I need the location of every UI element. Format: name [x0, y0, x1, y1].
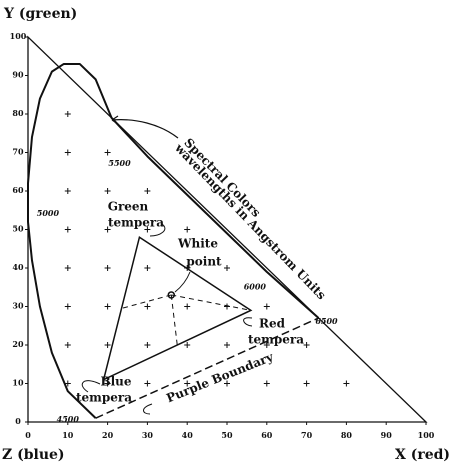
tempera-label: tempera — [108, 216, 164, 230]
grid-plus — [263, 303, 270, 310]
y-tick-label: 60 — [12, 185, 24, 195]
grid-plus — [104, 149, 111, 156]
y-tick-label: 50 — [12, 224, 24, 234]
y-axis-label: Y (green) — [3, 6, 77, 22]
y-tick-label: 70 — [12, 147, 24, 157]
grid-plus — [343, 380, 350, 387]
grid-plus — [104, 265, 111, 271]
wavelength-label: 5500 — [108, 158, 131, 168]
grid-plus — [144, 226, 151, 233]
grid-plus — [64, 149, 71, 156]
tempera-label: Red — [259, 317, 286, 331]
grid-plus — [64, 342, 71, 348]
x-tick-label: 40 — [182, 430, 194, 440]
pointer-arrow — [143, 403, 153, 415]
grid-plus — [184, 342, 191, 348]
grid-plus — [224, 342, 230, 348]
grid-plus — [64, 111, 71, 117]
x-tick-label: 30 — [142, 430, 154, 440]
grid-plus — [64, 303, 71, 310]
y-tick-label: 40 — [12, 262, 24, 272]
x-tick-label: 0 — [25, 430, 31, 440]
grid-plus — [144, 380, 151, 387]
spectral-locus — [27, 62, 320, 419]
grid-plus — [144, 188, 151, 194]
pointer-arrow — [174, 271, 191, 293]
grid-plus — [104, 342, 111, 348]
grid-plus — [184, 380, 191, 387]
grid-plus — [104, 303, 111, 310]
x-tick-label: 90 — [381, 430, 393, 440]
x-tick-label: 60 — [261, 430, 273, 440]
z-axis-label: Z (blue) — [2, 447, 65, 463]
grid-plus — [303, 380, 310, 387]
pointer-arrow — [111, 115, 179, 139]
wavelength-label: 6500 — [315, 316, 338, 326]
wavelength-label: 5000 — [37, 208, 60, 218]
dashed-guide — [171, 294, 251, 311]
grid-plus — [104, 188, 111, 194]
y-tick-label: 10 — [12, 378, 24, 388]
grid-plus — [144, 342, 151, 348]
grid-plus — [184, 303, 191, 310]
grid-plus — [64, 380, 71, 387]
dashed-guide — [170, 294, 178, 346]
triangle-frame — [27, 35, 428, 423]
x-axis-label: X (red) — [395, 447, 450, 463]
y-tick-label: 90 — [12, 70, 24, 80]
tempera-label: tempera — [76, 391, 132, 405]
grid-plus — [224, 380, 230, 387]
spectral-label: wavelengths in Angstrom Units — [171, 140, 328, 302]
grid-plus — [224, 265, 230, 271]
grid-plus — [263, 342, 270, 348]
y-tick-label: 20 — [12, 339, 24, 349]
tempera-label: Blue — [100, 375, 131, 389]
grid-plus — [64, 188, 71, 194]
grid-plus — [104, 380, 111, 387]
x-tick-label: 50 — [221, 430, 233, 440]
x-tick-label: 10 — [62, 430, 74, 440]
purple-boundary-label: Purple Boundary — [164, 349, 276, 405]
y-tick-label: 100 — [10, 31, 27, 41]
wavelength-label: 4500 — [57, 414, 80, 424]
white-point — [167, 291, 176, 299]
grid-plus — [64, 265, 71, 271]
y-tick-label: 30 — [12, 301, 24, 311]
x-tick-label: 20 — [102, 430, 114, 440]
pointer-arrow — [81, 380, 101, 393]
wavelength-label: 6000 — [244, 281, 267, 291]
pointer-arrow — [243, 317, 253, 327]
white-point-label: point — [186, 255, 222, 269]
grid-plus — [144, 303, 151, 310]
grid-plus — [263, 380, 270, 387]
grid-plus — [64, 226, 71, 233]
tempera-label: tempera — [248, 333, 304, 347]
grid-plus — [303, 342, 310, 348]
tempera-triangle — [102, 235, 253, 382]
white-point-label: White — [177, 237, 218, 251]
purple-boundary — [95, 317, 319, 419]
x-tick-label: 80 — [341, 430, 353, 440]
y-tick-label: 80 — [12, 108, 24, 118]
y-tick-label: 0 — [15, 416, 21, 426]
x-tick-label: 70 — [301, 430, 313, 440]
grid-plus — [104, 226, 111, 233]
spectral-label: Spectral Colors — [181, 136, 263, 220]
tempera-label: Green — [108, 200, 149, 214]
grid-plus — [184, 226, 191, 233]
grid-plus — [144, 265, 151, 271]
x-tick-label: 100 — [418, 430, 435, 440]
pointer-arrow — [149, 223, 166, 237]
